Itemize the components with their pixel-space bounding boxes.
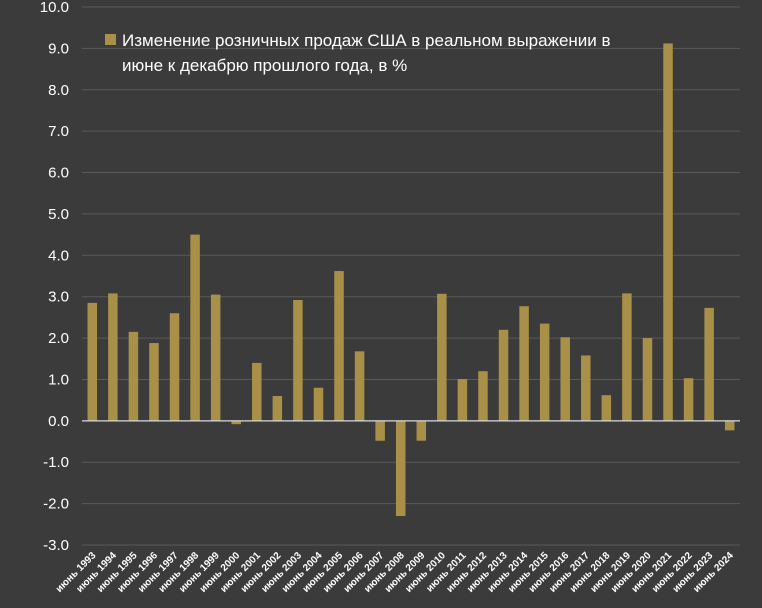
bar — [190, 234, 200, 421]
bar — [169, 313, 180, 421]
bar — [437, 293, 447, 421]
bar — [457, 379, 468, 421]
y-tick-label: 10.0 — [40, 0, 69, 16]
bar — [683, 378, 694, 421]
bar — [498, 329, 509, 421]
y-tick-label: 3.0 — [48, 289, 69, 306]
bar — [581, 355, 591, 421]
bar — [539, 323, 550, 421]
bar — [560, 337, 570, 421]
legend-swatch — [105, 34, 116, 45]
y-tick-label: -1.0 — [43, 454, 69, 471]
y-axis-ticks: -3.0 -2.0 -1.0 0.0 1.0 2.0 3.0 4.0 5.0 6.0 7.0 8.0 9… — [40, 0, 69, 554]
y-tick-label: 9.0 — [48, 40, 69, 57]
y-tick-label: 5.0 — [48, 206, 69, 223]
y-tick-label: 0.0 — [48, 413, 69, 430]
bar — [416, 420, 427, 441]
bar — [252, 362, 262, 421]
bar — [622, 293, 632, 421]
bar — [334, 271, 344, 421]
bar — [642, 338, 653, 421]
bars — [87, 43, 735, 517]
bar — [375, 420, 385, 441]
y-tick-label: 1.0 — [48, 371, 69, 388]
bar — [663, 43, 673, 421]
bar — [601, 395, 612, 421]
bar — [272, 396, 283, 421]
bar — [128, 331, 139, 421]
bar — [108, 293, 118, 421]
bar — [478, 371, 488, 421]
y-tick-label: 8.0 — [48, 82, 69, 99]
legend-label-line1: Изменение розничных продаж США в реально… — [122, 31, 611, 50]
y-tick-label: 7.0 — [48, 123, 69, 140]
bar — [395, 420, 406, 517]
y-tick-label: -2.0 — [43, 496, 69, 513]
legend-label-line2: июне к декабрю прошлого года, в % — [122, 56, 407, 75]
bar — [87, 302, 98, 421]
gridlines — [82, 6, 740, 546]
y-tick-label: 6.0 — [48, 165, 69, 182]
bar — [704, 307, 714, 421]
bar — [210, 294, 221, 421]
y-tick-label: -3.0 — [43, 537, 69, 554]
bar — [519, 306, 529, 421]
legend: Изменение розничных продаж США в реально… — [105, 31, 611, 75]
bar — [354, 351, 365, 421]
bar — [293, 300, 303, 421]
bar — [313, 387, 324, 421]
y-tick-label: 4.0 — [48, 247, 69, 264]
bar — [724, 420, 735, 431]
y-tick-label: 2.0 — [48, 330, 69, 347]
bar — [149, 343, 159, 421]
bar — [231, 420, 241, 425]
